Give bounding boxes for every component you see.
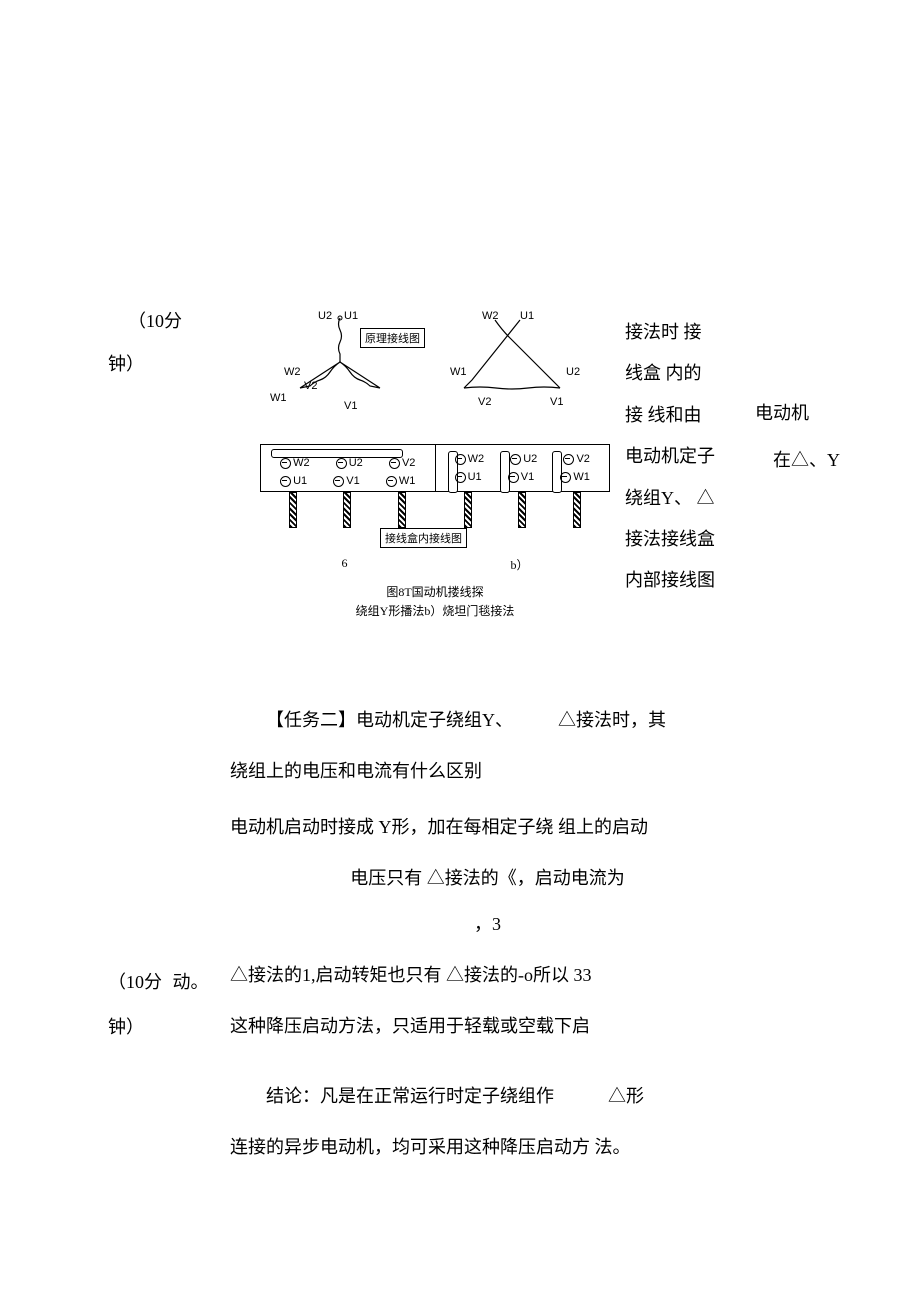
label-v1: V1 (344, 400, 357, 412)
far-right-text: 电动机 在△、Y (755, 390, 840, 484)
d-label-u2: U2 (566, 366, 580, 378)
cable-rows (260, 492, 610, 528)
d-term-u1: U1 (455, 471, 482, 483)
label-u2: U2 (318, 310, 332, 322)
body-p2: 电动机启动时接成 Y形，加在每相定子绕 组上的启动 (230, 807, 745, 848)
body-p5a: 动。 (173, 972, 209, 992)
y-term-w1: W1 (386, 475, 416, 487)
terminal-box-y: W2 U2 V2 U1 V1 W1 (261, 445, 436, 491)
terminal-boxes: W2 U2 V2 U1 V1 W1 W2 U2 V2 U1 V1 W1 (260, 444, 610, 492)
delta-schematic-svg (450, 310, 610, 430)
d-label-v2: V2 (478, 396, 491, 408)
task2-heading-b: 绕组上的电压和电流有什么区别 (230, 751, 745, 792)
y-term-v2: V2 (389, 457, 415, 469)
cable (518, 492, 526, 528)
d-label-w1: W1 (450, 366, 467, 378)
diagram-caption: 图8T国动机搂线探 绕组Y形播法b）烧坦门毯接法 (260, 583, 610, 621)
body-p3b: ，3 (230, 904, 745, 945)
d-term-u2: U2 (510, 453, 537, 465)
y-term-v1: V1 (333, 475, 359, 487)
time-marker-2b: 钟） (108, 1008, 144, 1048)
d-label-v1: V1 (550, 396, 563, 408)
time-marker-2a: （10分 动。 (108, 963, 209, 1003)
label-w1: W1 (270, 392, 287, 404)
body-text: 【任务二】电动机定子绕组Y、 △接法时，其 绕组上的电压和电流有什么区别 电动机… (230, 700, 745, 1179)
label-u1: U1 (344, 310, 358, 322)
d-term-w2: W2 (455, 453, 485, 465)
delta-connection-schematic: W2 U1 W1 V2 U2 V1 (450, 310, 610, 430)
tag-principle: 原理接线图 (360, 328, 425, 348)
fr-l2: 在△、Y (755, 437, 840, 484)
y-term-u2: U2 (336, 457, 363, 469)
d-label-u1: U1 (520, 310, 534, 322)
diagram-side-text: 接法时 接 线盒 内的 接 线和由 电动机定子 绕组Y、 △ 接法接线盒 内部接… (625, 312, 735, 602)
subfig-a: 6 (341, 556, 347, 573)
side-l3: 接 线和由 (625, 395, 735, 436)
tag-box-wiring: 接线盒内接线图 (380, 528, 467, 548)
time-marker-1b: 钟） (108, 345, 144, 385)
y-term-u1: U1 (280, 475, 307, 487)
d-link-2 (500, 451, 510, 493)
y-connection-schematic: U1 U2 W2 V2 W1 V1 原理接线图 (260, 310, 420, 430)
cable (343, 492, 351, 528)
d-term-w1: W1 (560, 471, 590, 483)
box-tag-wrap: 接线盒内接线图 (260, 528, 610, 550)
d-term-v2: V2 (563, 453, 589, 465)
side-l2: 线盒 内的 (625, 353, 735, 394)
y-link-bar (271, 449, 403, 458)
subfigure-letters: 6 b） (260, 556, 610, 573)
side-l1: 接法时 接 (625, 312, 735, 353)
fr-l1: 电动机 (755, 390, 840, 437)
d-term-v1: V1 (508, 471, 534, 483)
side-l6: 接法接线盒 (625, 519, 735, 560)
body-p6: 结论：凡是在正常运行时定子绕组作 △形 (230, 1076, 745, 1117)
side-l5: 绕组Y、 △ (625, 478, 735, 519)
task2-heading: 【任务二】电动机定子绕组Y、 △接法时，其 (230, 700, 745, 741)
cable (464, 492, 472, 528)
body-p6b: 连接的异步电动机，均可采用这种降压启动方 法。 (230, 1127, 745, 1168)
cable (398, 492, 406, 528)
principle-diagrams: U1 U2 W2 V2 W1 V1 原理接线图 W2 U1 W1 V2 U2 V… (260, 310, 610, 440)
d-link-3 (552, 451, 562, 493)
label-v2: V2 (304, 380, 317, 392)
cable (289, 492, 297, 528)
time-2a-text: （10分 (108, 972, 162, 992)
subfig-b: b） (510, 556, 528, 573)
body-p4b: 这种降压启动方法，只适用于轻载或空载下启 (230, 1006, 745, 1047)
caption-line2: 绕组Y形播法b）烧坦门毯接法 (260, 602, 610, 621)
side-l4: 电动机定子 (625, 436, 735, 477)
d-label-w2: W2 (482, 310, 499, 322)
caption-line1: 图8T国动机搂线探 (260, 583, 610, 602)
label-w2: W2 (284, 366, 301, 378)
terminal-box-delta: W2 U2 V2 U1 V1 W1 (436, 445, 610, 491)
side-l7: 内部接线图 (625, 560, 735, 601)
y-term-w2: W2 (280, 457, 310, 469)
body-p3: 电压只有 △接法的《，启动电流为 (230, 858, 745, 899)
cable (573, 492, 581, 528)
body-p4: △接法的1,启动转矩也只有 △接法的-o所以 33 (230, 955, 745, 996)
wiring-diagram: U1 U2 W2 V2 W1 V1 原理接线图 W2 U1 W1 V2 U2 V… (260, 310, 610, 621)
time-marker-1a: （10分 (128, 302, 182, 342)
